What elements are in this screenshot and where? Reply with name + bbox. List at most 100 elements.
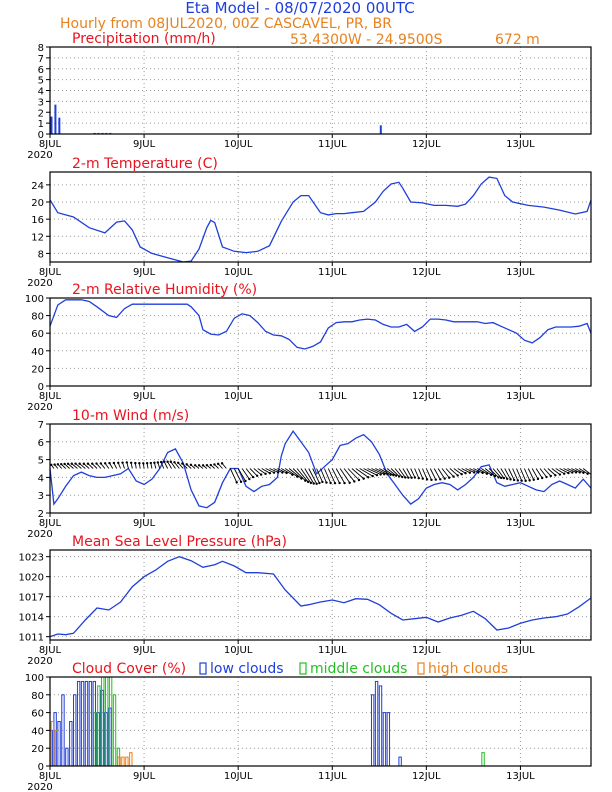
- wind-vector-head: [53, 463, 56, 466]
- wind-vector-head: [125, 461, 129, 464]
- wind-vector-head: [574, 471, 578, 474]
- y-tick-label: 6: [38, 65, 44, 76]
- y-tick-label: 1: [38, 119, 44, 130]
- rh-panel: 0 20 40 60 80 100 8JUL 9JUL 10JUL 11JUL 12JUL 13JUL…: [25, 282, 592, 413]
- wind-vector-head: [201, 464, 205, 467]
- wind-vector: [480, 468, 492, 476]
- wind-vector: [571, 468, 580, 473]
- wind-vector: [382, 468, 394, 476]
- wind-vector: [174, 461, 180, 469]
- wind-vector: [281, 468, 293, 476]
- wind-vector-head: [468, 471, 472, 474]
- wind-vector-head: [142, 462, 145, 465]
- precip-bar: [50, 116, 53, 134]
- wind-vector: [296, 468, 309, 483]
- x-tick-label: 11JUL: [318, 771, 347, 782]
- panel-title: 10-m Wind (m/s): [72, 408, 189, 424]
- series-line-wind: [50, 429, 591, 509]
- wind-vector-head: [329, 481, 332, 485]
- wind-vector-head: [99, 462, 103, 465]
- x-tick-label: 11JUL: [318, 518, 347, 529]
- y-tick-label: 100: [25, 294, 44, 305]
- panel-frame: [49, 676, 592, 767]
- x-tick-label: 9JUL: [133, 391, 156, 402]
- wind-vector-head: [512, 478, 516, 482]
- wind-vector-head: [398, 475, 401, 478]
- wind-vector-head: [235, 481, 238, 484]
- wind-vector-head: [181, 462, 184, 465]
- x-tick-label: 8JUL: [39, 391, 62, 402]
- wind-vector-head: [86, 462, 90, 465]
- wind-vector: [316, 468, 323, 483]
- wind-vector-head: [50, 463, 53, 466]
- wind-vector-head: [66, 462, 70, 465]
- wind-vector-head: [255, 474, 259, 478]
- wind-vector-head: [563, 472, 566, 475]
- wind-vector: [488, 468, 499, 478]
- wind-vector: [269, 468, 279, 473]
- x-tick-label: 13JUL: [506, 518, 535, 529]
- x-year-label: 2020: [27, 656, 52, 667]
- wind-vector: [453, 468, 462, 475]
- panel-frame: [49, 297, 592, 387]
- wind-vector-head: [74, 462, 77, 465]
- wind-vector-head: [213, 463, 216, 466]
- wind-vector-head: [394, 474, 398, 477]
- wind-vector: [539, 468, 547, 478]
- wind-vector-head: [338, 481, 341, 485]
- wind-vector-head: [91, 462, 94, 465]
- wind-vector-head: [268, 472, 272, 475]
- wind-vector-head: [536, 477, 540, 481]
- wind-vector: [273, 468, 283, 473]
- wind-vector-head: [205, 464, 209, 467]
- y-tick-label: 4: [38, 473, 44, 484]
- wind-vector-head: [558, 473, 562, 476]
- y-tick-label: 20: [31, 364, 44, 375]
- wind-vector-head: [448, 476, 451, 479]
- wind-vector: [555, 468, 565, 475]
- wind-vector: [339, 468, 351, 484]
- legend-swatch: [417, 662, 425, 675]
- wind-vector: [284, 468, 298, 478]
- panel-title: 2-m Relative Humidity (%): [72, 282, 257, 298]
- wind-vector: [229, 468, 238, 483]
- panel-title: Precipitation (mm/h): [72, 31, 216, 47]
- wind-vector-head: [490, 473, 493, 477]
- wind-vector-head: [244, 479, 247, 483]
- wind-vector: [406, 468, 412, 478]
- y-tick-label: 20: [31, 198, 44, 209]
- legend-swatch: [299, 662, 307, 675]
- wind-vector: [253, 468, 262, 475]
- wind-vector-head: [413, 476, 417, 479]
- wind-vector-head: [138, 462, 141, 465]
- wind-vector: [75, 463, 82, 469]
- wind-vector-head: [421, 477, 424, 480]
- wind-vector: [575, 468, 584, 474]
- x-tick-label: 9JUL: [133, 267, 156, 278]
- x-year-label: 2020: [27, 402, 52, 413]
- x-tick-label: 8JUL: [39, 518, 62, 529]
- x-tick-label: 12JUL: [412, 771, 441, 782]
- wind-vector-head: [439, 478, 442, 481]
- wind-vector: [582, 468, 591, 475]
- x-year-label: 2020: [27, 529, 52, 540]
- y-tick-label: 2: [38, 509, 44, 520]
- y-tick-label: 100: [25, 673, 44, 684]
- wind-vector-head: [134, 461, 137, 465]
- y-tick-label: 80: [31, 691, 44, 702]
- wind-vector: [79, 463, 86, 469]
- wind-vector-head: [493, 474, 497, 478]
- wind-vector-head: [472, 471, 476, 474]
- x-tick-label: 9JUL: [133, 139, 156, 150]
- wind-vector-head: [169, 460, 173, 463]
- wind-vector: [535, 468, 543, 479]
- wind-vector-head: [82, 462, 85, 465]
- wind-vector: [265, 468, 275, 474]
- wind-vector: [508, 468, 515, 481]
- wind-vector: [367, 468, 381, 475]
- wind-vector-head: [153, 461, 156, 464]
- wind-vector-head: [367, 476, 370, 479]
- wind-vector: [437, 468, 446, 479]
- wind-vector-head: [121, 461, 124, 464]
